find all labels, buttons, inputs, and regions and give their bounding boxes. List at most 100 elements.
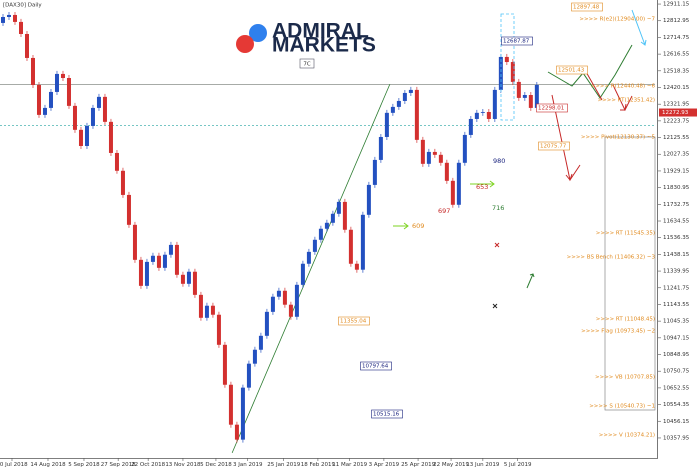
candle	[138, 259, 143, 286]
candle	[54, 73, 59, 92]
candle	[288, 304, 293, 317]
annotation: 12298.01	[538, 106, 564, 112]
chart-title: [DAX30] Daily	[3, 3, 42, 9]
level-box	[604, 136, 656, 411]
candle	[12, 14, 17, 22]
candle	[42, 107, 47, 115]
candle	[492, 89, 497, 119]
candle	[210, 305, 215, 315]
candle	[336, 201, 341, 214]
candle	[84, 125, 89, 146]
x-tick-label: 5 Sep 2018	[68, 462, 100, 468]
candle	[36, 84, 41, 115]
candle	[96, 96, 101, 108]
annotation: 10515.16	[373, 412, 400, 418]
x-tick-label: 13 Nov 2018	[165, 462, 201, 468]
cross	[494, 242, 500, 248]
candle	[30, 57, 35, 85]
y-tick-label: 12911.15	[663, 2, 690, 8]
annotation: 980	[493, 157, 505, 165]
annotation-box	[556, 65, 588, 75]
y-tick-label: 12714.75	[663, 35, 690, 41]
x-tick-label: 13 Jun 2019	[466, 462, 500, 468]
logo-dot	[236, 35, 254, 53]
candle	[168, 244, 173, 255]
candle	[384, 112, 389, 137]
candle	[192, 271, 197, 295]
candle	[24, 33, 29, 58]
annotation-box	[360, 361, 392, 371]
candle	[270, 296, 275, 312]
annotation: >>>> V (10374.21)	[599, 433, 655, 439]
candle	[294, 284, 299, 317]
candle	[48, 91, 53, 108]
candle	[102, 96, 107, 122]
x-tick-label: 11 Mar 2019	[332, 462, 367, 468]
candle	[126, 194, 131, 225]
candle	[78, 129, 83, 146]
candle	[474, 112, 479, 119]
candle	[360, 214, 365, 270]
arrow	[526, 273, 535, 289]
candle	[444, 162, 449, 181]
candle	[108, 121, 113, 153]
annotation-box	[538, 141, 570, 151]
candle	[306, 251, 311, 264]
y-tick-label: 11732.75	[663, 202, 690, 208]
y-tick-label: 10750.75	[663, 369, 690, 375]
arrow	[470, 180, 495, 188]
candle	[246, 363, 251, 388]
x-tick-label: 27 Sep 2018	[101, 462, 136, 468]
y-tick-label: 11045.35	[663, 319, 690, 325]
candle	[6, 14, 11, 17]
candle	[258, 335, 263, 350]
candle	[432, 151, 437, 155]
last-price-label: 12272.93	[662, 110, 689, 116]
y-tick-label: 12223.75	[663, 118, 690, 124]
annotation: 12501.43	[558, 68, 585, 74]
x-tick-label: 20 Jul 2018	[0, 462, 28, 468]
logo-text: MARKETS	[272, 34, 376, 57]
candle	[252, 349, 257, 364]
candle	[498, 56, 503, 90]
arrow	[551, 94, 581, 182]
candle	[282, 290, 287, 305]
y-tick-label: 12027.35	[663, 152, 690, 158]
candle	[516, 81, 521, 98]
x-tick-label: 3 Apr 2019	[369, 462, 400, 468]
candle	[72, 105, 77, 130]
candle	[300, 263, 305, 285]
candle	[156, 255, 161, 268]
y-tick-label: 11536.35	[663, 235, 690, 241]
candle	[174, 244, 179, 275]
annotation-box	[536, 103, 568, 113]
x-tick-label: 25 Jan 2019	[267, 462, 300, 468]
candle	[240, 387, 245, 440]
cross	[492, 303, 498, 309]
y-tick-label: 12616.55	[663, 52, 690, 58]
y-tick-label: 12321.95	[663, 102, 690, 108]
annotation: 653	[476, 183, 488, 191]
candle	[216, 314, 221, 345]
candle	[312, 239, 317, 252]
candle	[450, 180, 455, 205]
candle	[180, 274, 185, 284]
y-tick-label: 10456.15	[663, 419, 690, 425]
highlight-box	[500, 13, 515, 121]
annotation: >>>> R(12440.48) ~6	[591, 84, 656, 90]
annotation: 12687.87	[503, 39, 530, 45]
annotation-box	[571, 2, 603, 12]
annotation: 11355.04	[340, 319, 367, 325]
candle	[324, 222, 329, 229]
candle	[0, 16, 5, 23]
logo-dot	[249, 24, 267, 42]
y-tick-label: 10947.15	[663, 335, 690, 341]
candle	[408, 89, 413, 93]
candle	[486, 111, 491, 119]
candle	[510, 62, 515, 82]
annotation: >>>> Pivot(12130.37) ~5	[581, 135, 656, 141]
annotation: 12897.48	[573, 5, 600, 11]
annotation: 10797.64	[362, 364, 389, 370]
y-tick-label: 11929.15	[663, 168, 690, 174]
